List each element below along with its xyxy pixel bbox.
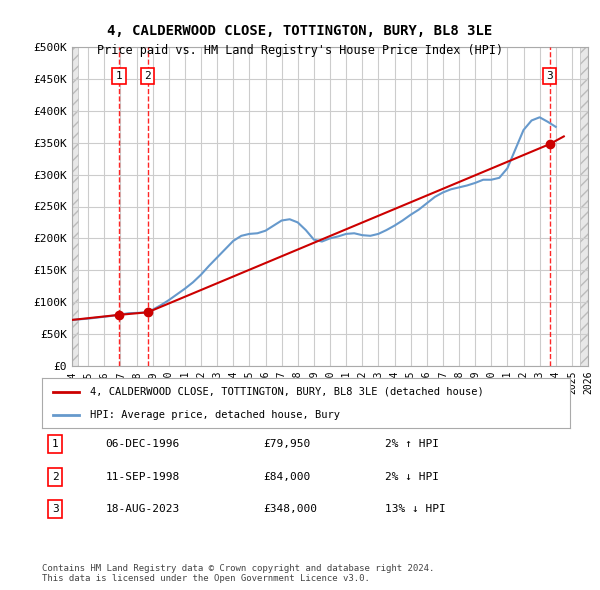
Text: 4, CALDERWOOD CLOSE, TOTTINGTON, BURY, BL8 3LE (detached house): 4, CALDERWOOD CLOSE, TOTTINGTON, BURY, B… xyxy=(89,386,483,396)
Text: 2: 2 xyxy=(52,472,59,481)
Text: Contains HM Land Registry data © Crown copyright and database right 2024.
This d: Contains HM Land Registry data © Crown c… xyxy=(42,563,434,583)
Text: 1: 1 xyxy=(52,439,59,449)
Text: £79,950: £79,950 xyxy=(264,439,311,449)
Text: Price paid vs. HM Land Registry's House Price Index (HPI): Price paid vs. HM Land Registry's House … xyxy=(97,44,503,57)
Bar xyxy=(580,47,588,366)
Text: 2: 2 xyxy=(145,71,151,81)
Text: £348,000: £348,000 xyxy=(264,504,318,514)
Text: £84,000: £84,000 xyxy=(264,472,311,481)
Bar xyxy=(72,47,79,366)
Text: 06-DEC-1996: 06-DEC-1996 xyxy=(106,439,179,449)
Text: 4, CALDERWOOD CLOSE, TOTTINGTON, BURY, BL8 3LE: 4, CALDERWOOD CLOSE, TOTTINGTON, BURY, B… xyxy=(107,24,493,38)
Text: 2% ↓ HPI: 2% ↓ HPI xyxy=(385,472,439,481)
Text: 18-AUG-2023: 18-AUG-2023 xyxy=(106,504,179,514)
Text: 3: 3 xyxy=(547,71,553,81)
Text: 1: 1 xyxy=(116,71,122,81)
Text: 13% ↓ HPI: 13% ↓ HPI xyxy=(385,504,446,514)
Text: 3: 3 xyxy=(52,504,59,514)
Text: HPI: Average price, detached house, Bury: HPI: Average price, detached house, Bury xyxy=(89,410,340,420)
Text: 11-SEP-1998: 11-SEP-1998 xyxy=(106,472,179,481)
Text: 2% ↑ HPI: 2% ↑ HPI xyxy=(385,439,439,449)
